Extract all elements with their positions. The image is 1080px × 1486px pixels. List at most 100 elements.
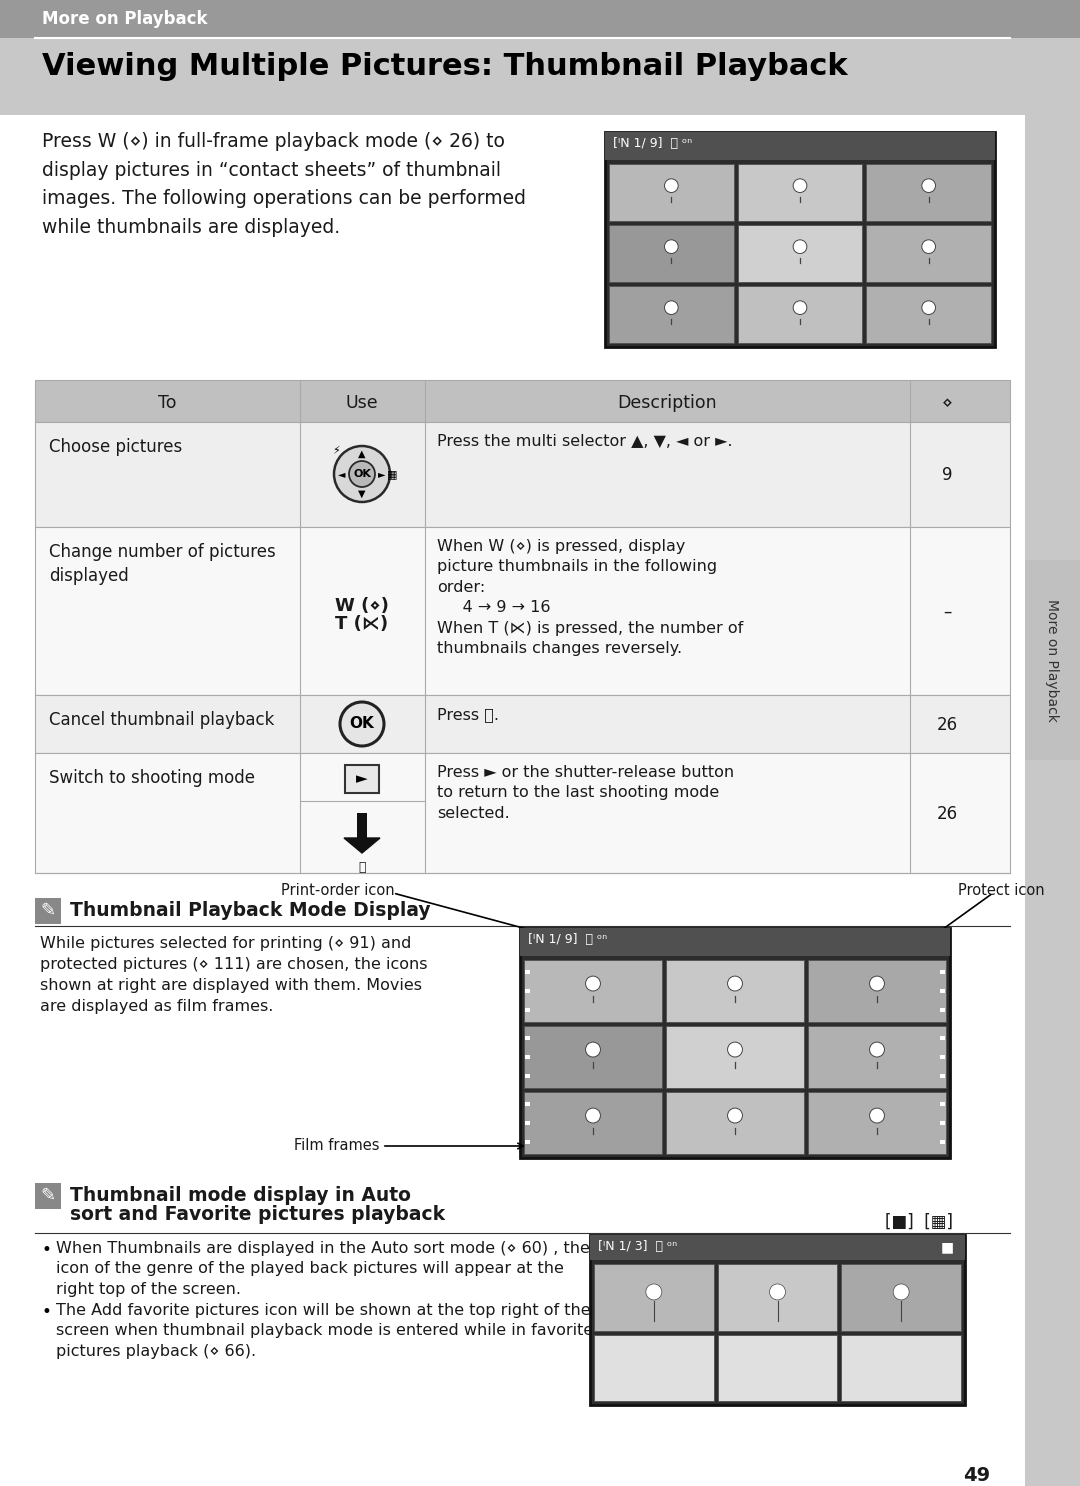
Bar (345, 765, 379, 794)
Bar (738, 224, 862, 282)
Text: Change number of pictures
displayed: Change number of pictures displayed (49, 542, 275, 584)
Bar (666, 1092, 804, 1155)
Bar (808, 1025, 946, 1088)
Bar (940, 1103, 945, 1107)
Text: 26: 26 (936, 716, 958, 734)
Bar (594, 1265, 714, 1330)
Circle shape (585, 976, 600, 991)
Bar (738, 285, 862, 343)
Text: 49: 49 (963, 1467, 990, 1485)
Bar (808, 1092, 946, 1155)
Bar (866, 285, 991, 343)
Bar (525, 1008, 530, 1012)
Text: [■]  [▦]: [■] [▦] (885, 1213, 953, 1230)
Text: sort and Favorite pictures playback: sort and Favorite pictures playback (70, 1205, 445, 1224)
Text: ▼: ▼ (359, 489, 366, 499)
Bar (940, 1036, 945, 1040)
Bar (841, 1334, 961, 1401)
Bar (525, 1140, 530, 1144)
Text: To: To (158, 394, 176, 412)
Bar (940, 990, 945, 993)
Text: The Add favorite pictures icon will be shown at the top right of the
screen when: The Add favorite pictures icon will be s… (56, 1303, 593, 1358)
Text: Print-order icon: Print-order icon (282, 883, 395, 898)
Bar (525, 1073, 530, 1077)
Bar (35, 528, 1010, 695)
Text: –: – (943, 603, 951, 621)
Circle shape (793, 178, 807, 193)
Text: 26: 26 (936, 805, 958, 823)
Text: More on Playback: More on Playback (42, 10, 207, 28)
Circle shape (728, 1109, 742, 1123)
Bar (525, 1120, 530, 1125)
Bar (525, 1036, 530, 1040)
Bar (609, 163, 733, 221)
Bar (940, 1120, 945, 1125)
Bar (940, 970, 945, 975)
Text: When W (⋄) is pressed, display
picture thumbnails in the following
order:
     4: When W (⋄) is pressed, display picture t… (437, 539, 743, 655)
Text: OK: OK (350, 716, 375, 731)
Text: Use: Use (346, 394, 378, 412)
Text: While pictures selected for printing (⋄ 91) and
protected pictures (⋄ 111) are c: While pictures selected for printing (⋄ … (40, 936, 428, 1013)
Text: •: • (42, 1303, 52, 1321)
Bar (525, 970, 530, 975)
Text: Thumbnail Playback Mode Display: Thumbnail Playback Mode Display (70, 901, 431, 920)
Circle shape (585, 1109, 600, 1123)
Bar (1025, 560, 1080, 759)
Circle shape (646, 1284, 662, 1300)
Circle shape (770, 1284, 785, 1300)
Bar (808, 960, 946, 1022)
Text: Protect icon: Protect icon (958, 883, 1044, 898)
Bar (718, 1265, 837, 1330)
Circle shape (728, 1042, 742, 1057)
Bar (609, 285, 733, 343)
Circle shape (922, 239, 935, 254)
Bar (519, 927, 950, 955)
Circle shape (340, 701, 384, 746)
Bar (525, 1055, 530, 1060)
Text: Description: Description (617, 394, 717, 412)
Text: Choose pictures: Choose pictures (49, 438, 183, 456)
Circle shape (793, 239, 807, 254)
Text: ▲: ▲ (359, 449, 366, 459)
Bar (666, 1025, 804, 1088)
Bar (594, 1334, 714, 1401)
Bar (35, 380, 1010, 422)
Text: [ᴵN 1/ 9]  ⎙ ᵒⁿ: [ᴵN 1/ 9] ⎙ ᵒⁿ (528, 933, 607, 947)
Text: ✎: ✎ (40, 1187, 55, 1205)
Bar (940, 1055, 945, 1060)
Text: When Thumbnails are displayed in the Auto sort mode (⋄ 60) , the
icon of the gen: When Thumbnails are displayed in the Aut… (56, 1241, 590, 1297)
Bar (841, 1265, 961, 1330)
Text: •: • (42, 1241, 52, 1259)
Bar (35, 898, 60, 924)
Bar (666, 960, 804, 1022)
Circle shape (728, 976, 742, 991)
Circle shape (869, 1042, 885, 1057)
Bar (357, 813, 367, 838)
Bar (590, 1235, 966, 1404)
Text: T (⋉): T (⋉) (336, 615, 389, 633)
Bar (35, 695, 1010, 753)
Text: W (⋄): W (⋄) (335, 597, 389, 615)
Text: Thumbnail mode display in Auto: Thumbnail mode display in Auto (70, 1186, 410, 1205)
Bar (35, 753, 1010, 872)
Text: [ᴵN 1/ 3]  ⎙ ᵒⁿ: [ᴵN 1/ 3] ⎙ ᵒⁿ (598, 1239, 677, 1253)
Text: ✎: ✎ (40, 902, 55, 920)
Bar (738, 163, 862, 221)
Bar (718, 1334, 837, 1401)
Text: Press the multi selector ▲, ▼, ◄ or ►.: Press the multi selector ▲, ▼, ◄ or ►. (437, 434, 732, 449)
Text: 9: 9 (942, 467, 953, 484)
Bar (524, 1092, 662, 1155)
Bar (590, 1235, 966, 1260)
Text: ►: ► (356, 771, 368, 786)
Text: ▦: ▦ (387, 470, 397, 478)
Circle shape (664, 239, 678, 254)
Bar (519, 927, 950, 1158)
Text: ⋄: ⋄ (942, 394, 953, 412)
Bar (605, 132, 995, 348)
Bar (35, 422, 1010, 528)
Circle shape (334, 446, 390, 502)
Bar (940, 1008, 945, 1012)
Text: Film frames: Film frames (295, 1138, 380, 1153)
Text: Cancel thumbnail playback: Cancel thumbnail playback (49, 710, 274, 730)
Bar (605, 132, 995, 160)
